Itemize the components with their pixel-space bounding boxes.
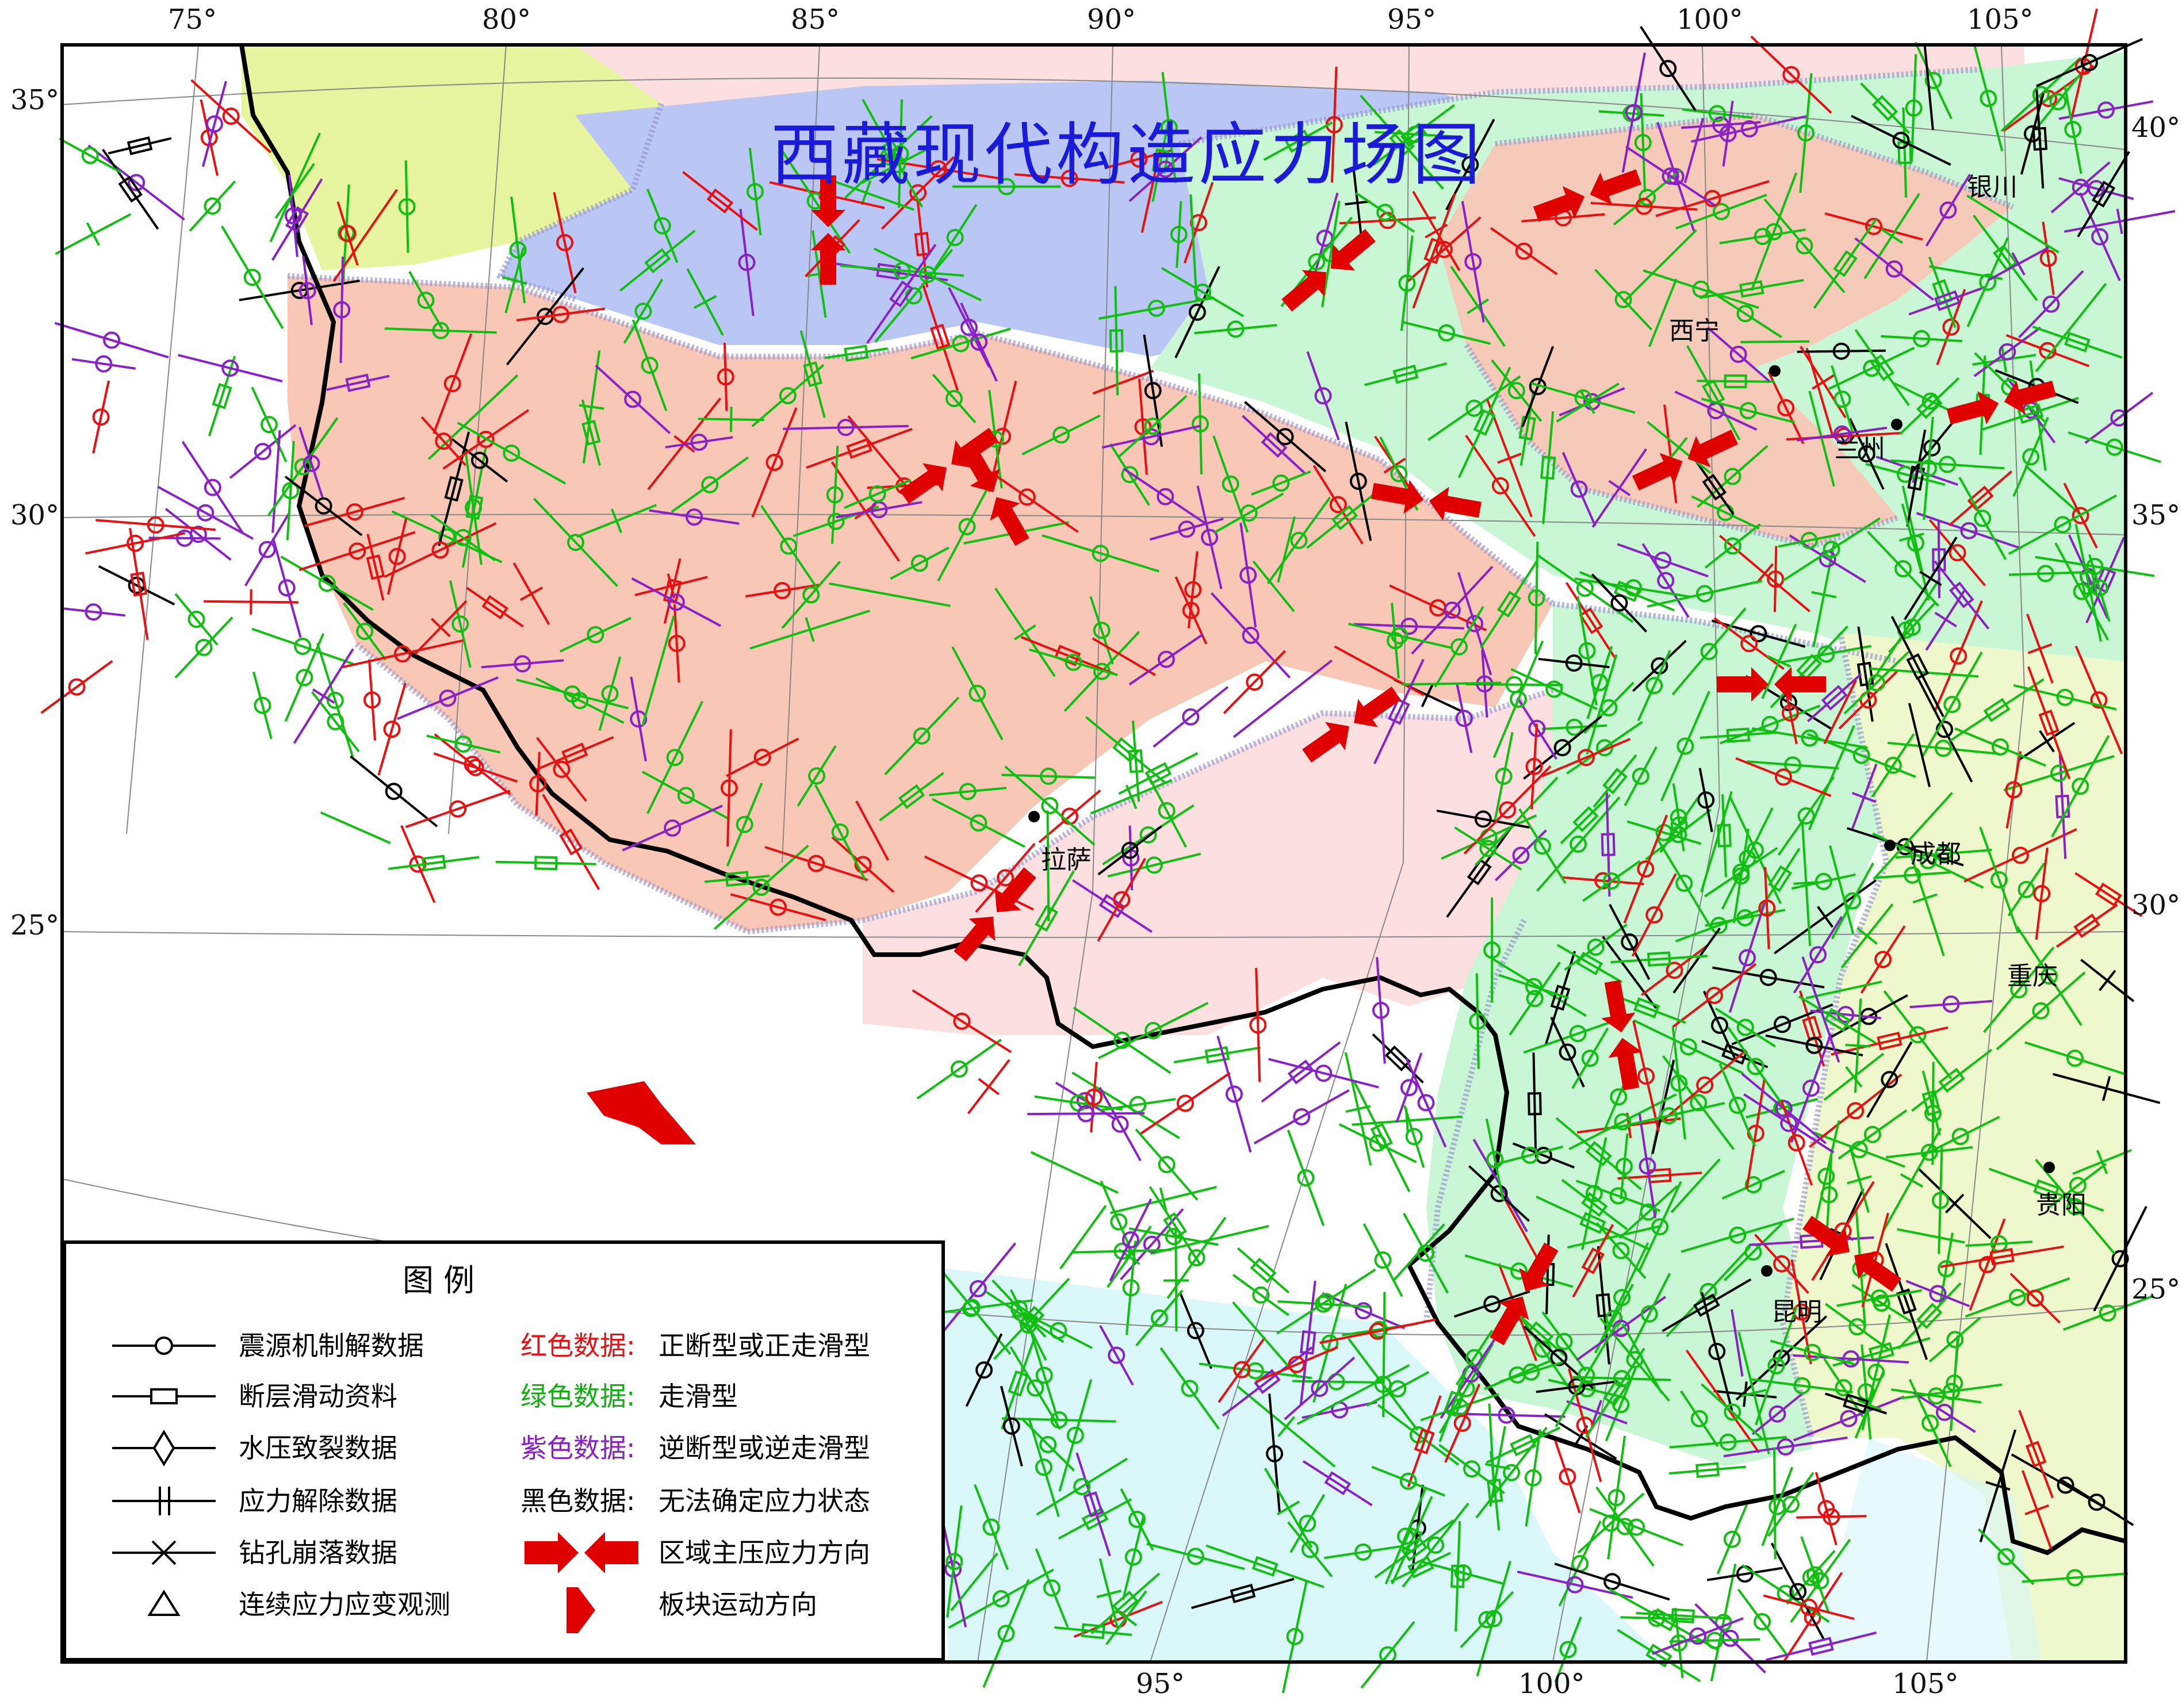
longitude-labels-bottom: 95° 100° 105° [1136,1668,1959,1700]
city-chongqing-label: 重庆 [2007,962,2058,991]
legend-symbol-label: 钻孔崩落数据 [239,1537,397,1568]
legend-red-key: 红色数据: [520,1330,636,1361]
city-yinchuan-label: 银川 [1967,173,2018,202]
legend-color-desc: 逆断型或逆走滑型 [659,1433,870,1464]
stress-symbol [1774,1447,1775,1560]
legend-symbol-label: 连续应力应变观测 [239,1589,450,1620]
legend-purple-key: 紫色数据: [520,1433,636,1464]
map-title: 西藏现代构造应力场图 [771,115,1484,194]
legend-black-key: 黑色数据: [520,1485,636,1516]
city-guiyang-label: 贵阳 [2036,1190,2087,1220]
lon-bottom-label: 100° [1518,1668,1585,1700]
lat-left-label: 30° [10,499,59,531]
lat-left-label: 25° [10,909,59,941]
lon-top-label: 90° [1087,3,1136,36]
city-lanzhou-label: 兰州 [1835,434,1885,464]
legend-color-desc: 正断型或正走滑型 [659,1330,870,1361]
legend-symbol-label: 水压致裂数据 [239,1433,397,1464]
city-lhasa-label: 拉萨 [1041,845,1092,875]
city-chengdu-label: 成都 [1911,840,1961,869]
lon-top-label: 75° [168,3,217,36]
latitude-labels-right: 40° 35° 30° 25° [2131,112,2180,1305]
lat-right-label: 40° [2131,112,2180,144]
lat-right-label: 35° [2131,499,2180,531]
legend-color-desc: 走滑型 [659,1381,738,1412]
lat-right-label: 30° [2131,889,2180,921]
legend-title: 图 例 [403,1262,474,1299]
legend-color-desc: 无法确定应力状态 [659,1485,870,1516]
lon-top-label: 80° [482,3,531,36]
legend: 图 例 震源机制解数据 断层滑动资料 水压致裂数据 应力解除数据 钻孔崩落数据 … [64,1242,943,1660]
lon-top-label: 100° [1676,3,1743,36]
city-xining-label: 西宁 [1669,316,1720,346]
latitude-labels-left: 35° 30° 25° [10,84,59,941]
city-kunming-label: 昆明 [1771,1297,1822,1327]
lat-right-label: 25° [2131,1273,2180,1305]
longitude-labels-top: 75° 80° 85° 90° 95° 100° 105° [168,3,2034,36]
lon-top-label: 85° [791,3,840,36]
legend-symbol-label: 震源机制解数据 [239,1330,424,1361]
stress-symbol [1383,1292,1384,1417]
legend-symbol-label: 应力解除数据 [239,1485,397,1516]
lon-top-label: 105° [1967,3,2034,36]
legend-arrow-label: 板块运动方向 [659,1589,817,1620]
lon-top-label: 95° [1387,3,1436,36]
legend-symbol-label: 断层滑动资料 [239,1381,397,1412]
lon-bottom-label: 95° [1136,1668,1185,1700]
lon-bottom-label: 105° [1892,1668,1959,1700]
legend-arrow-label: 区域主压应力方向 [659,1537,870,1568]
lat-left-label: 35° [10,84,59,116]
legend-green-key: 绿色数据: [520,1381,636,1412]
